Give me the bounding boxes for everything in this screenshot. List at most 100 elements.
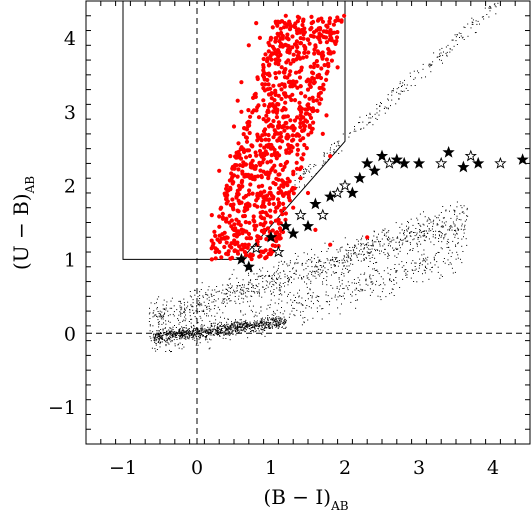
field-point [419, 229, 420, 231]
selected-point [246, 172, 251, 177]
field-point [347, 254, 349, 256]
field-point [428, 278, 430, 280]
field-point [424, 216, 426, 218]
field-point [417, 70, 418, 72]
field-point [287, 265, 289, 267]
field-point [450, 263, 452, 265]
field-point [341, 296, 343, 297]
field-point [236, 330, 238, 332]
selected-point [268, 214, 273, 219]
field-point [423, 224, 425, 226]
field-point [202, 328, 204, 330]
field-point [155, 344, 157, 346]
field-point [399, 239, 401, 241]
field-point [353, 250, 355, 252]
field-point [293, 294, 295, 296]
field-point [273, 289, 275, 290]
field-point [345, 267, 347, 269]
field-point [347, 287, 349, 289]
field-point [479, 23, 480, 25]
selected-point [334, 35, 340, 40]
field-point [157, 336, 158, 338]
field-point [184, 338, 186, 340]
selected-point [234, 163, 239, 168]
field-point [240, 324, 242, 326]
field-point [412, 248, 414, 249]
field-point [380, 276, 382, 278]
field-point [346, 253, 348, 255]
field-point [379, 105, 381, 107]
field-point [438, 231, 440, 233]
field-point [320, 261, 322, 262]
selected-point [298, 56, 303, 61]
field-point [186, 336, 188, 338]
field-point [180, 338, 182, 340]
field-point [245, 292, 246, 294]
field-point [259, 268, 261, 270]
selected-point [246, 231, 252, 237]
selected-point [268, 208, 273, 213]
field-point [450, 225, 452, 227]
field-point [350, 293, 352, 295]
field-point [352, 291, 353, 293]
field-point [251, 324, 252, 326]
field-point [243, 328, 245, 329]
field-point [263, 289, 265, 291]
field-point [356, 255, 358, 257]
field-point [381, 231, 383, 233]
field-point [363, 273, 365, 275]
field-point [404, 79, 405, 81]
field-point [476, 23, 478, 25]
field-point [495, 13, 497, 15]
field-point [291, 310, 293, 312]
field-point [250, 331, 251, 332]
field-point [159, 330, 160, 332]
field-point [230, 328, 232, 330]
field-point [343, 275, 345, 277]
field-point [167, 315, 169, 317]
selected-point [257, 254, 262, 259]
field-point [163, 332, 165, 333]
field-point [268, 322, 269, 324]
field-point [245, 325, 247, 327]
selected-point [283, 114, 288, 119]
field-point [244, 313, 246, 315]
selected-point [248, 182, 253, 187]
field-point [226, 284, 228, 286]
field-point [273, 280, 275, 282]
field-point [274, 320, 276, 321]
field-point [228, 298, 230, 300]
selected-point [294, 160, 299, 165]
field-point [355, 245, 357, 247]
field-point [445, 52, 447, 54]
field-point [155, 343, 157, 344]
selected-point [281, 184, 286, 189]
field-point [373, 241, 375, 243]
field-point [300, 303, 302, 305]
selected-point [278, 31, 284, 36]
field-point [157, 311, 159, 312]
field-point [267, 286, 269, 288]
field-point [258, 312, 260, 314]
selected-point [271, 118, 276, 124]
selected-point [249, 165, 254, 170]
field-point [283, 328, 285, 329]
field-point [214, 289, 216, 291]
field-point [272, 317, 274, 319]
star-point [368, 164, 381, 177]
field-point [291, 282, 292, 284]
field-point [404, 230, 405, 232]
x-tick-labels: −1 0 1 2 3 4 [109, 457, 499, 479]
field-galaxy-points [148, 2, 499, 353]
selected-point [284, 150, 289, 155]
field-point [384, 106, 386, 108]
field-point [329, 149, 331, 151]
field-point [442, 206, 444, 207]
field-point [365, 244, 367, 245]
selected-point [246, 123, 251, 129]
selected-point [260, 73, 266, 78]
field-point [431, 64, 433, 66]
field-point [349, 132, 351, 134]
field-point [355, 307, 357, 309]
field-point [297, 262, 299, 264]
